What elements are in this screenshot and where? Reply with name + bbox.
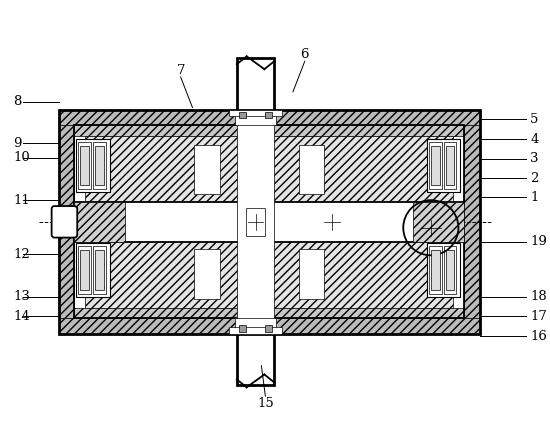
Bar [78,142,91,189]
Bar [74,202,125,242]
Text: 10: 10 [13,151,30,164]
Text: 13: 13 [13,290,30,303]
Bar [446,146,454,185]
FancyBboxPatch shape [52,206,77,237]
Text: 7: 7 [177,64,185,77]
Bar [95,250,104,290]
Bar [239,112,246,118]
Text: 11: 11 [13,194,30,207]
Bar [85,136,454,203]
Text: 15: 15 [257,397,274,410]
Text: 17: 17 [530,310,547,323]
Bar [74,203,464,214]
Text: 8: 8 [13,95,21,108]
Bar [265,325,272,332]
Text: 5: 5 [530,113,538,126]
Bar [74,125,464,214]
Bar [235,318,276,334]
Text: 1: 1 [530,191,538,204]
Bar [93,246,106,294]
Bar [429,246,442,294]
Bar [74,125,464,136]
Bar [74,230,464,240]
Bar [85,240,454,307]
Bar [431,250,439,290]
Text: 9: 9 [13,136,21,149]
Text: 18: 18 [530,290,547,303]
Bar [427,243,460,297]
Text: 12: 12 [13,248,30,261]
Bar [93,142,106,189]
Bar [427,139,460,192]
Text: 6: 6 [300,48,309,61]
Bar [80,250,89,290]
Bar [444,142,456,189]
Bar [239,325,246,332]
Bar [464,125,480,318]
Bar [58,318,480,334]
Bar [229,109,282,117]
Bar [74,230,464,318]
Text: 16: 16 [530,330,547,343]
Bar [429,142,442,189]
Text: 14: 14 [13,310,30,323]
Text: 4: 4 [530,133,538,146]
Bar [299,249,324,298]
Bar [95,146,104,185]
Bar [229,327,282,334]
Bar [74,202,464,242]
Bar [76,139,110,192]
Bar [444,246,456,294]
Bar [76,243,110,297]
Bar [58,125,74,318]
Bar [246,208,265,236]
Bar [74,307,464,318]
Bar [80,146,89,185]
Bar [431,146,439,185]
Bar [299,145,324,194]
Bar [413,202,464,242]
Text: 19: 19 [530,235,547,248]
Bar [237,334,274,385]
Bar [235,109,276,125]
Bar [446,250,454,290]
Bar [237,59,274,109]
Bar [237,109,274,334]
Text: 3: 3 [530,152,539,165]
Bar [58,109,480,334]
Bar [195,249,220,298]
Bar [78,246,91,294]
Text: 2: 2 [530,172,538,185]
Bar [58,109,480,125]
Bar [195,145,220,194]
Bar [265,112,272,118]
